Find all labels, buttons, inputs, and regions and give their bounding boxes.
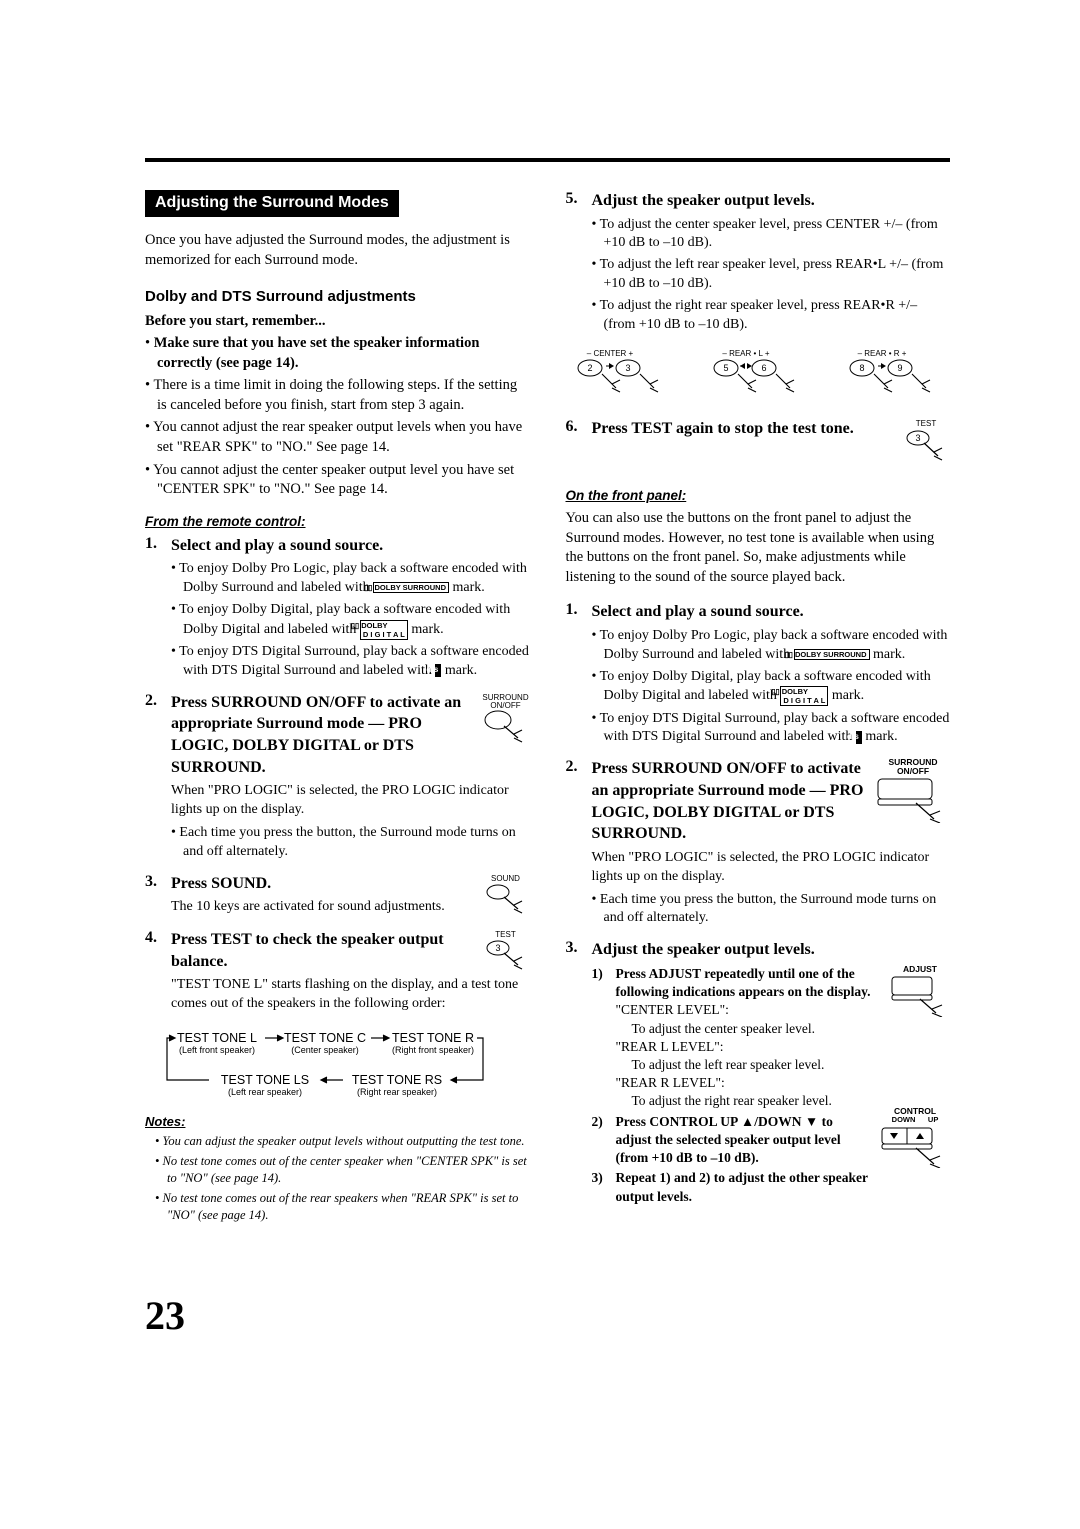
before-bullet: You cannot adjust the center speaker out… <box>145 461 530 500</box>
svg-text:TEST TONE C: TEST TONE C <box>284 1031 366 1045</box>
dolby-surround-icon: ▯▯ DOLBY SURROUND <box>373 582 449 593</box>
sub-steps: ADJUST 1) Press ADJUST repeatedly until … <box>592 965 951 1206</box>
notes-heading: Notes: <box>145 1114 530 1129</box>
test-button-icon: TEST 3 <box>902 420 950 462</box>
remote-step-5: 5. Adjust the speaker output levels. To … <box>566 190 951 338</box>
f2-bullet: Each time you press the button, the Surr… <box>592 891 951 929</box>
surround-panel-button-icon: SURROUND ON/OFF <box>876 758 950 830</box>
center-buttons-icon: – CENTER + 2 3 <box>576 348 664 400</box>
intro-text: Once you have adjusted the Surround mode… <box>145 231 530 270</box>
svg-text:3: 3 <box>625 363 630 373</box>
control-panel-button-icon: CONTROLDOWN UP <box>880 1107 950 1173</box>
remote-step-4: 4. TEST 3 Press TEST to check the speake… <box>145 929 530 1018</box>
before-start-label: Before you start, remember... <box>145 313 530 330</box>
step5-bullet: To adjust the left rear speaker level, p… <box>592 256 951 294</box>
note-item: No test tone comes out of the center spe… <box>155 1153 530 1187</box>
left-column: Adjusting the Surround Modes Once you ha… <box>145 190 530 1227</box>
rear-r-buttons-icon: – REAR • R + 8 9 <box>848 348 936 400</box>
front-panel-intro: You can also use the buttons on the fron… <box>566 509 951 587</box>
svg-text:3: 3 <box>495 943 500 953</box>
content-columns: Adjusting the Surround Modes Once you ha… <box>145 190 950 1227</box>
button-press-icon <box>484 710 528 744</box>
step5-bullet: To adjust the right rear speaker level, … <box>592 297 951 335</box>
button-press-icon <box>484 883 528 915</box>
step1-bullet: To enjoy Dolby Pro Logic, play back a so… <box>171 560 530 598</box>
svg-text:– REAR • R +: – REAR • R + <box>857 349 906 358</box>
svg-text:(Left front speaker): (Left front speaker) <box>179 1045 255 1055</box>
svg-text:(Right front speaker): (Right front speaker) <box>392 1045 474 1055</box>
dolby-surround-icon: ▯▯ DOLBY SURROUND <box>794 649 870 660</box>
f1-bullet: To enjoy Dolby Digital, play back a soft… <box>592 668 951 707</box>
front-step-1: 1. Select and play a sound source. To en… <box>566 601 951 750</box>
top-rule <box>145 158 950 162</box>
page-number: 23 <box>145 1292 185 1339</box>
step1-bullet: To enjoy Dolby Digital, play back a soft… <box>171 601 530 640</box>
dts-icon: dts <box>856 731 862 744</box>
svg-text:(Left rear speaker): (Left rear speaker) <box>228 1087 302 1097</box>
svg-text:TEST TONE RS: TEST TONE RS <box>352 1073 442 1087</box>
dolby-digital-icon: ▯▯ DOLBYD I G I T A L <box>780 686 828 706</box>
panel-updown-button-icon <box>880 1126 950 1168</box>
f1-bullet: To enjoy DTS Digital Surround, play back… <box>592 710 951 748</box>
panel-button-press-icon <box>890 975 950 1017</box>
tone-flow-diagram: TEST TONE L (Left front speaker) TEST TO… <box>165 1028 485 1102</box>
step1-bullet: To enjoy DTS Digital Surround, play back… <box>171 643 530 681</box>
test-tone-flow: TEST TONE L (Left front speaker) TEST TO… <box>165 1028 530 1102</box>
test-button-icon: TEST 3 <box>482 931 530 971</box>
svg-text:3: 3 <box>915 433 920 443</box>
before-bullet: There is a time limit in doing the follo… <box>145 376 530 415</box>
step5-bullet: To adjust the center speaker level, pres… <box>592 216 951 254</box>
front-step-2: 2. SURROUND ON/OFF Press SURROUND ON/OFF… <box>566 758 951 931</box>
button-press-icon: 3 <box>904 428 948 462</box>
svg-text:TEST TONE L: TEST TONE L <box>177 1031 257 1045</box>
svg-text:– CENTER +: – CENTER + <box>586 349 633 358</box>
svg-text:– REAR • L +: – REAR • L + <box>722 349 770 358</box>
svg-text:5: 5 <box>723 363 728 373</box>
section-header: Adjusting the Surround Modes <box>145 190 399 217</box>
before-bullet: You cannot adjust the rear speaker outpu… <box>145 418 530 457</box>
step2-bullet: Each time you press the button, the Surr… <box>171 824 530 862</box>
on-front-panel-label: On the front panel: <box>566 488 951 503</box>
svg-text:TEST TONE R: TEST TONE R <box>392 1031 474 1045</box>
dts-icon: dts <box>435 664 441 677</box>
remote-step-3: 3. SOUND Press SOUND. The 10 keys are ac… <box>145 873 530 921</box>
right-column: 5. Adjust the speaker output levels. To … <box>566 190 951 1227</box>
svg-text:2: 2 <box>587 363 592 373</box>
front-step-3: 3. Adjust the speaker output levels. ADJ… <box>566 939 951 1207</box>
sound-button-icon: SOUND <box>482 875 530 915</box>
note-item: No test tone comes out of the rear speak… <box>155 1190 530 1224</box>
svg-text:(Right rear speaker): (Right rear speaker) <box>357 1087 437 1097</box>
rear-l-buttons-icon: – REAR • L + 5 6 <box>712 348 800 400</box>
surround-button-icon: SURROUND ON/OFF <box>482 694 530 744</box>
before-start-bullets: Make sure that you have set the speaker … <box>145 334 530 500</box>
speaker-level-buttons: – CENTER + 2 3 – REAR • L + 5 6 – REAR •… <box>576 348 951 400</box>
button-press-icon: 3 <box>484 939 528 971</box>
note-item: You can adjust the speaker output levels… <box>155 1133 530 1150</box>
dolby-dts-heading: Dolby and DTS Surround adjustments <box>145 288 530 305</box>
adjust-panel-button-icon: ADJUST <box>890 965 950 1023</box>
svg-text:(Center speaker): (Center speaker) <box>291 1045 359 1055</box>
remote-step-6: 6. TEST 3 Press TEST again to stop the t… <box>566 418 951 478</box>
before-bullet: Make sure that you have set the speaker … <box>145 334 530 373</box>
notes-list: You can adjust the speaker output levels… <box>145 1133 530 1223</box>
f1-bullet: To enjoy Dolby Pro Logic, play back a so… <box>592 627 951 665</box>
from-remote-label: From the remote control: <box>145 514 530 529</box>
remote-step-1: 1. Select and play a sound source. To en… <box>145 535 530 684</box>
svg-text:8: 8 <box>859 363 864 373</box>
panel-button-press-icon <box>876 777 950 823</box>
svg-text:TEST TONE LS: TEST TONE LS <box>221 1073 309 1087</box>
svg-text:6: 6 <box>761 363 766 373</box>
remote-step-2: 2. SURROUND ON/OFF Press SURROUND ON/OFF… <box>145 692 530 865</box>
dolby-digital-icon: ▯▯ DOLBYD I G I T A L <box>360 620 408 640</box>
svg-text:9: 9 <box>897 363 902 373</box>
